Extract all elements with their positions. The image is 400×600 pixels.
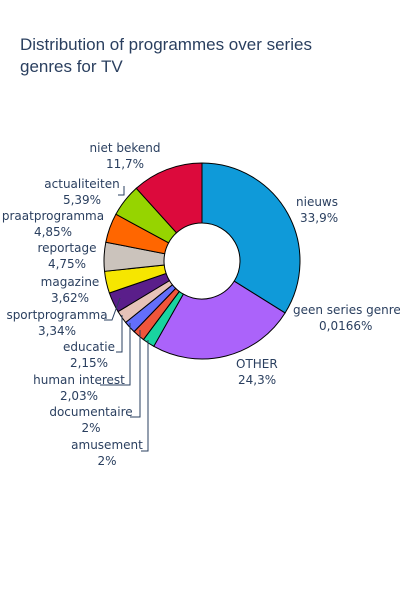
slice-value-amusement: 2% (97, 454, 116, 468)
slice-value-educatie: 2,15% (70, 356, 108, 370)
slice-label-praatprogramma: praatprogramma (2, 209, 104, 223)
leader-line-documentaire (130, 330, 140, 417)
slice-value-geen-series-genre: 0,0166% (319, 319, 372, 333)
slice-value-reportage: 4,75% (48, 257, 86, 271)
slice-value-nieuws: 33,9% (300, 211, 338, 225)
slice-label-documentaire: documentaire (49, 405, 132, 419)
slice-value-actualiteiten: 5,39% (63, 193, 101, 207)
slice-value-human-interest: 2,03% (60, 389, 98, 403)
leader-line-amusement (141, 340, 148, 451)
slice-value-magazine: 3,62% (51, 291, 89, 305)
slice-label-amusement: amusement (71, 438, 143, 452)
slice-label-human-interest: human interest (33, 373, 125, 387)
slice-label-niet-bekend: niet bekend (90, 141, 161, 155)
slice-value-praatprogramma: 4,85% (34, 225, 72, 239)
slice-label-nieuws: nieuws (296, 195, 338, 209)
slice-label-geen-series-genre: geen series genre (293, 303, 400, 317)
slice-label-sportprogramma: sportprogramma (6, 308, 107, 322)
slice-nieuws[interactable] (202, 163, 300, 313)
slice-value-niet-bekend: 11,7% (106, 157, 144, 171)
slice-value-documentaire: 2% (81, 421, 100, 435)
leader-line-educatie (116, 315, 122, 352)
slice-value-other: 24,3% (238, 373, 276, 387)
slice-label-actualiteiten: actualiteiten (44, 177, 119, 191)
slice-label-magazine: magazine (41, 275, 100, 289)
slice-label-reportage: reportage (37, 241, 96, 255)
slice-value-sportprogramma: 3,34% (38, 324, 76, 338)
slice-label-other: OTHER (236, 357, 278, 371)
slice-label-educatie: educatie (63, 340, 115, 354)
